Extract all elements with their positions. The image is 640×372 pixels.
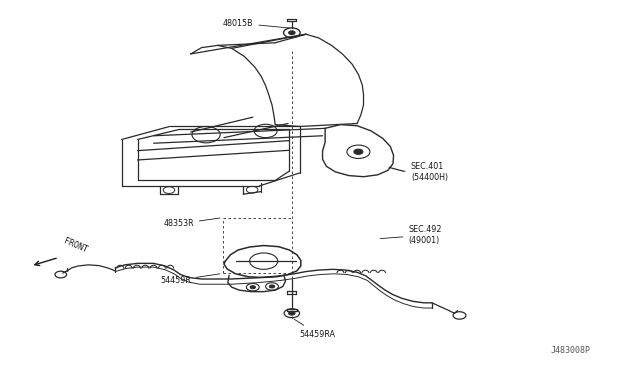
Circle shape <box>269 285 275 288</box>
Text: FRONT: FRONT <box>62 237 88 255</box>
Circle shape <box>354 149 363 154</box>
Text: J483008P: J483008P <box>550 346 590 355</box>
Text: 54459R: 54459R <box>160 274 220 285</box>
Text: 48353R: 48353R <box>163 218 220 228</box>
Text: 54459RA: 54459RA <box>294 319 335 339</box>
Text: SEC.401
(54400H): SEC.401 (54400H) <box>403 162 448 182</box>
Circle shape <box>250 286 255 289</box>
Circle shape <box>289 31 295 35</box>
Circle shape <box>289 311 295 315</box>
Text: SEC.492
(49001): SEC.492 (49001) <box>380 225 442 245</box>
Text: 48015B: 48015B <box>223 19 289 28</box>
